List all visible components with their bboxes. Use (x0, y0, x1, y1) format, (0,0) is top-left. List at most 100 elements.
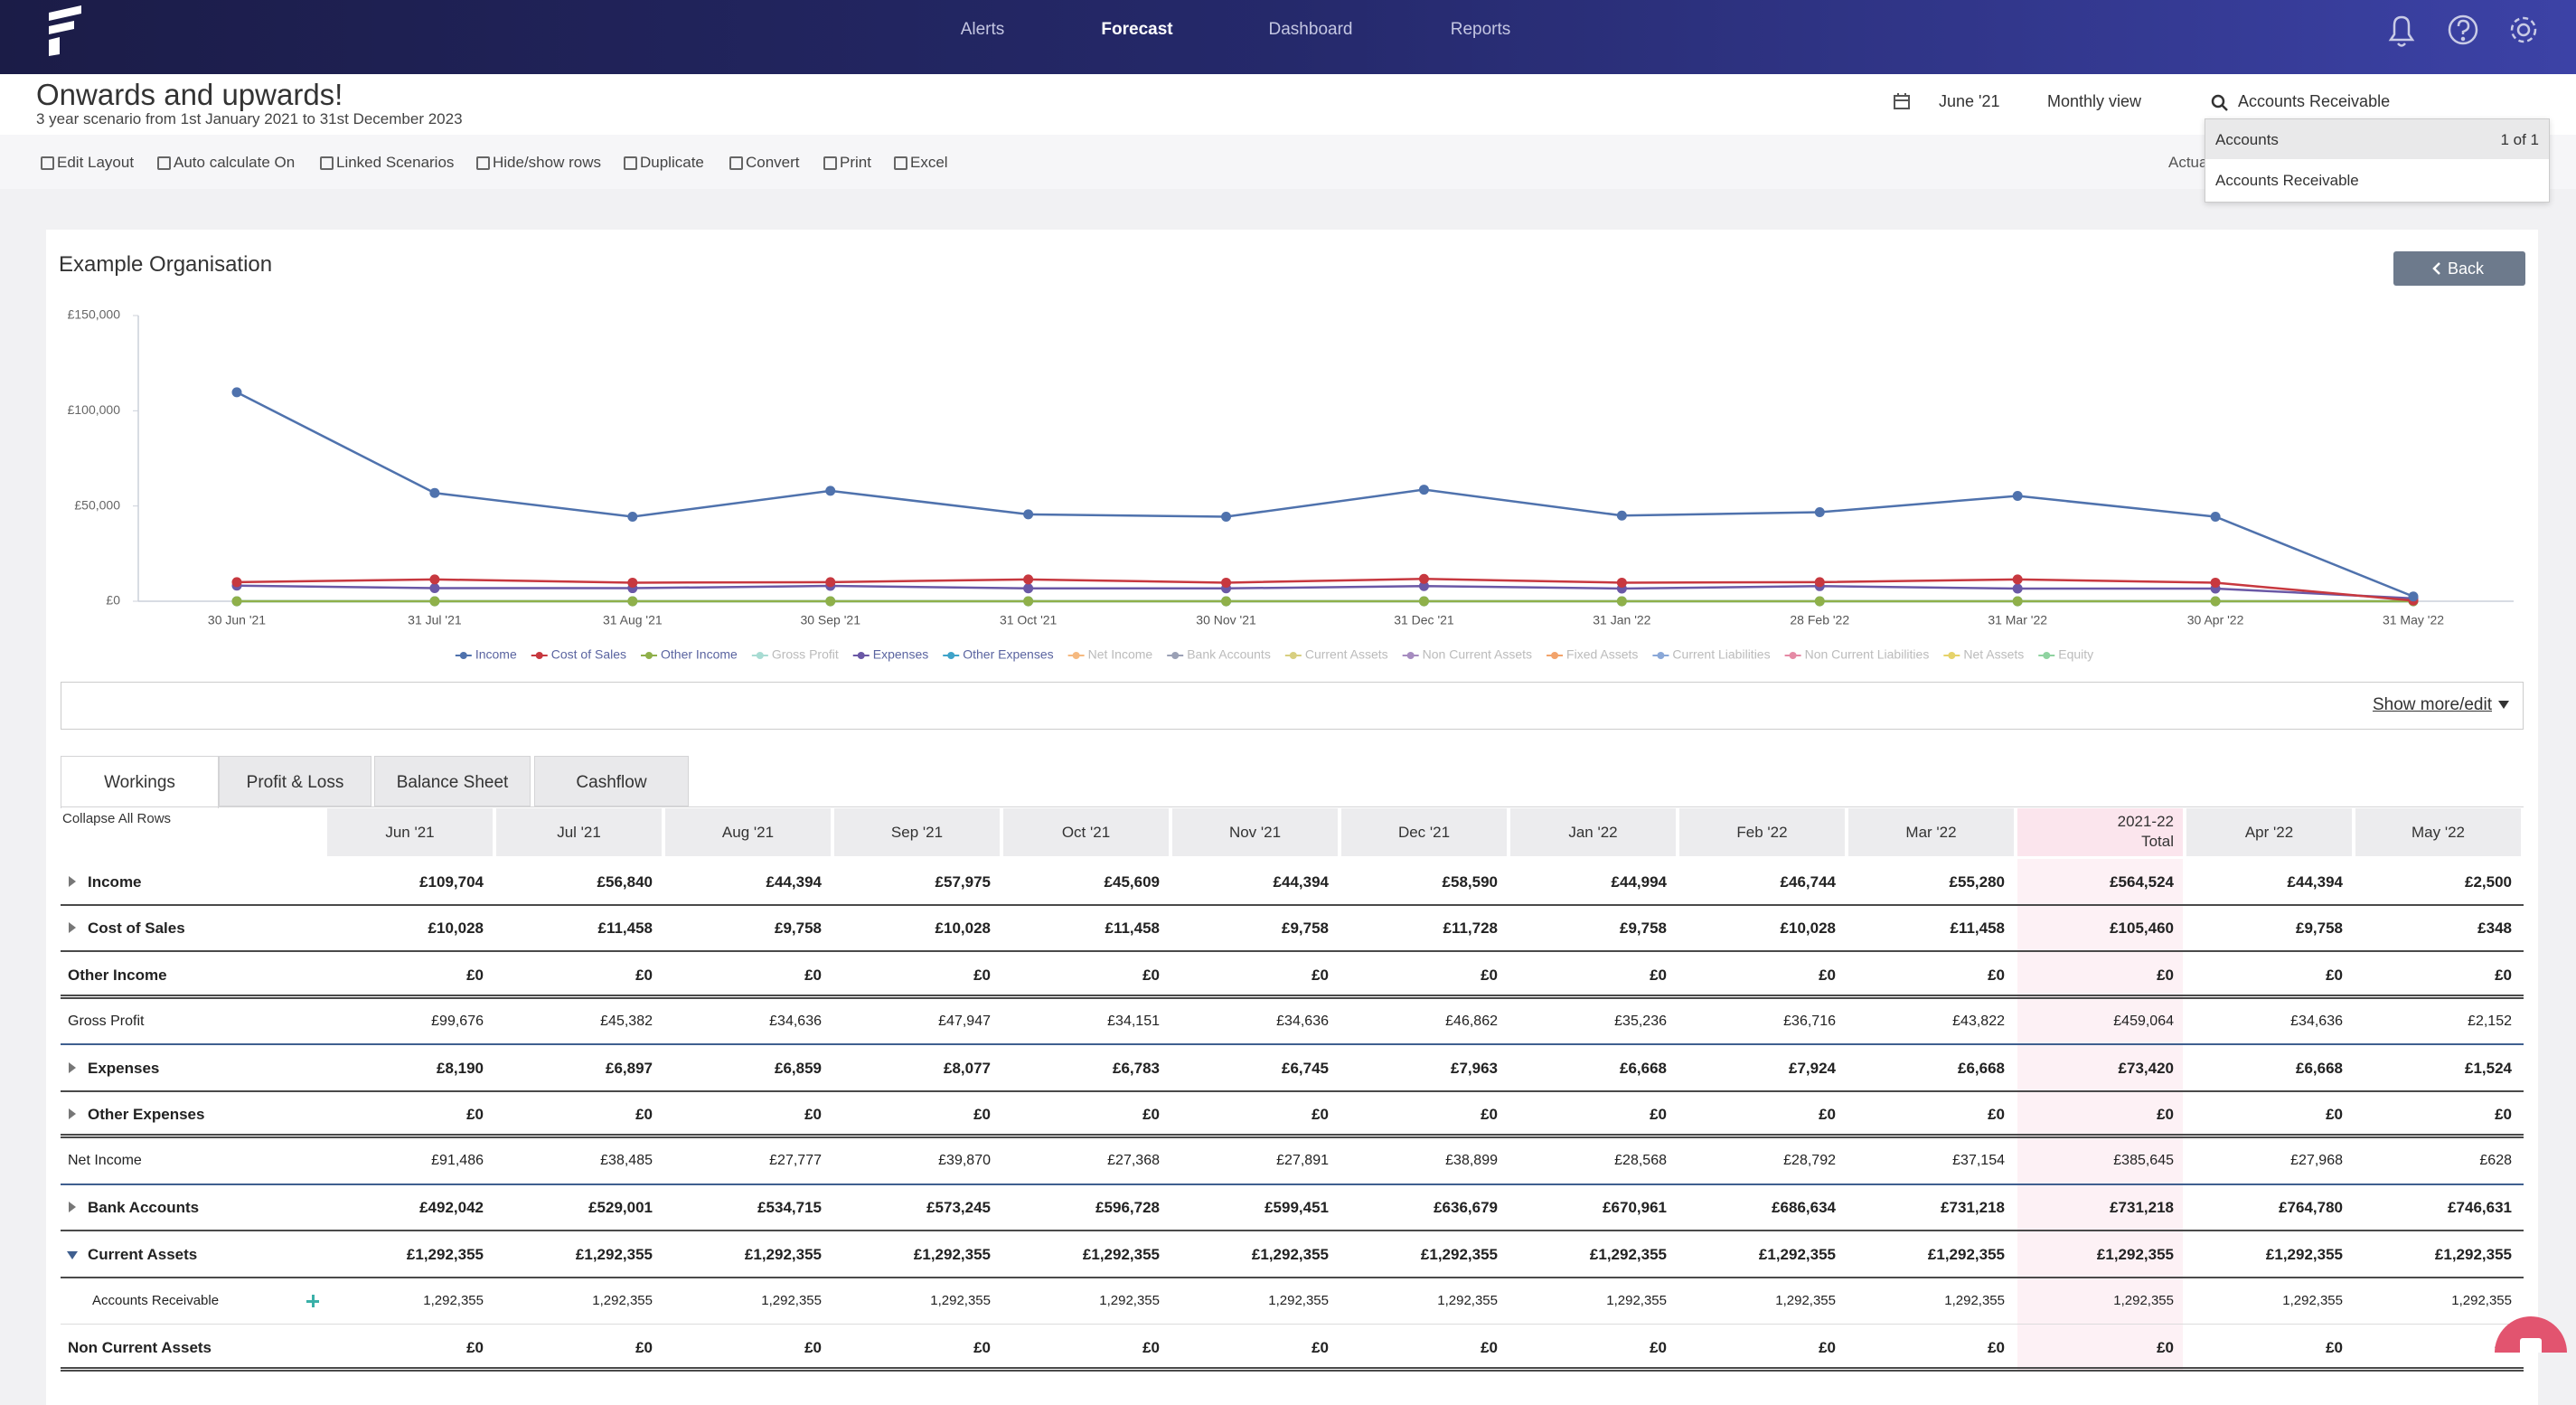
cell-value: £0 (1142, 966, 1160, 984)
help-icon[interactable] (2448, 14, 2478, 45)
legend-item[interactable]: Expenses (852, 647, 928, 662)
search-input[interactable]: Accounts Receivable (2238, 92, 2391, 110)
cell-value: 1,292,355 (1268, 1293, 1329, 1309)
series-point (1418, 596, 1429, 607)
toolbar-item[interactable]: Auto calculate On (174, 154, 296, 171)
legend-item[interactable]: Non Current Liabilities (1784, 647, 1930, 662)
period-selector[interactable]: June '21 (1939, 92, 2000, 110)
toolbar-item[interactable]: Duplicate (640, 154, 704, 171)
x-tick-label: 31 Dec '21 (1394, 613, 1454, 627)
toolbar-item[interactable]: Print (840, 154, 871, 171)
cell-value: £459,064 (2113, 1013, 2174, 1029)
expand-arrow[interactable] (69, 1108, 76, 1120)
cell-value: £8,077 (944, 1059, 991, 1077)
settings-icon[interactable] (2510, 16, 2537, 43)
row-label[interactable]: Other Expenses (88, 1106, 205, 1124)
row-label[interactable]: Bank Accounts (88, 1199, 200, 1217)
row-label[interactable]: Income (88, 872, 142, 891)
legend-item[interactable]: Gross Profit (751, 647, 839, 662)
expand-arrow[interactable] (69, 1202, 76, 1213)
legend-item[interactable]: Non Current Assets (1402, 647, 1532, 662)
tab-label[interactable]: Balance Sheet (396, 773, 509, 792)
legend-item[interactable]: Other Expenses (943, 647, 1054, 662)
logo[interactable] (49, 5, 81, 56)
row-label[interactable]: Current Assets (88, 1245, 198, 1263)
row-label[interactable]: Cost of Sales (88, 919, 185, 938)
cell-value: £109,704 (419, 872, 484, 891)
legend-item[interactable]: Income (455, 647, 517, 662)
expand-arrow[interactable] (69, 875, 76, 887)
row-label[interactable]: Expenses (88, 1059, 160, 1077)
cell-value: £27,968 (2290, 1153, 2343, 1169)
chat-button[interactable] (2495, 1316, 2576, 1353)
show-more-link[interactable]: Show more/edit (2372, 695, 2492, 714)
cell-value: £1,292,355 (575, 1245, 653, 1263)
y-tick-label: £0 (106, 593, 120, 608)
legend-item[interactable]: Net Income (1067, 647, 1153, 662)
series-point (2210, 577, 2221, 588)
tab[interactable] (374, 756, 531, 806)
tab-label[interactable]: Workings (104, 773, 175, 792)
expand-arrow[interactable] (69, 922, 76, 934)
row-label: Gross Profit (68, 1013, 145, 1029)
toolbar-item[interactable]: Linked Scenarios (336, 154, 455, 171)
notifications-icon[interactable] (2388, 15, 2415, 47)
legend-item[interactable]: Fixed Assets (1547, 647, 1638, 662)
legend-label: Expenses (873, 647, 928, 662)
column-header-label: Total (2141, 833, 2174, 850)
back-button[interactable]: Back (2393, 251, 2525, 286)
cell-value: £0 (973, 1338, 991, 1356)
table-row (61, 1325, 2524, 1372)
x-tick-label: 28 Feb '22 (1790, 613, 1849, 627)
x-tick-label: 30 Sep '21 (800, 613, 860, 627)
legend-dot (857, 652, 865, 659)
cell-value: £35,236 (1614, 1013, 1667, 1029)
series-point (429, 582, 440, 593)
cell-value: £57,975 (935, 872, 991, 891)
add-icon-v[interactable] (312, 1295, 315, 1308)
legend-item[interactable]: Cost of Sales (531, 647, 626, 662)
toolbar-icon (157, 156, 171, 170)
nav-item[interactable]: Reports (1450, 20, 1511, 39)
toolbar-right[interactable]: Actua (2168, 154, 2208, 171)
column-header-label: Mar '22 (1905, 824, 1957, 841)
series-point (429, 596, 440, 607)
tab[interactable] (534, 756, 689, 806)
view-selector[interactable]: Monthly view (2047, 92, 2142, 110)
tab[interactable] (61, 756, 219, 808)
legend-item[interactable]: Current Liabilities (1652, 647, 1771, 662)
legend-item[interactable]: Net Assets (1943, 647, 2024, 662)
cell-value: £11,458 (1950, 919, 2005, 938)
table-frame (61, 806, 2524, 1359)
cell-value: £34,636 (769, 1013, 822, 1029)
calendar-icon[interactable] (1893, 92, 1911, 110)
legend-item[interactable]: Other Income (641, 647, 738, 662)
expand-arrow[interactable] (69, 1061, 76, 1073)
tab-label[interactable]: Cashflow (576, 773, 647, 792)
nav-item[interactable]: Forecast (1101, 20, 1173, 39)
toolbar-item[interactable]: Hide/show rows (493, 154, 601, 171)
series-line (236, 391, 2414, 598)
result-item[interactable]: Accounts Receivable (2215, 172, 2359, 189)
cell-value: £348 (2477, 919, 2512, 938)
series-point (1023, 583, 1034, 594)
series-point (2408, 591, 2419, 602)
legend-item[interactable]: Bank Accounts (1167, 647, 1271, 662)
toolbar-item[interactable]: Edit Layout (57, 154, 135, 171)
toolbar-item[interactable]: Excel (910, 154, 948, 171)
cell-value: £0 (1481, 966, 1498, 984)
tab-label[interactable]: Profit & Loss (246, 773, 344, 792)
series-point (1418, 485, 1429, 495)
toolbar-icon (823, 156, 837, 170)
collapse-arrow[interactable] (67, 1250, 78, 1259)
legend-item[interactable]: Equity (2038, 647, 2093, 662)
nav-item[interactable]: Dashboard (1268, 20, 1353, 39)
collapse-rows[interactable]: Collapse All Rows (62, 811, 172, 826)
legend-item[interactable]: Current Assets (1284, 647, 1388, 662)
nav-item[interactable]: Alerts (960, 20, 1005, 39)
tab[interactable] (219, 756, 371, 806)
cell-value: £492,042 (419, 1199, 484, 1217)
cell-value: £1,292,355 (2434, 1245, 2512, 1263)
toolbar-item[interactable]: Convert (746, 154, 800, 171)
series-point (2012, 583, 2023, 594)
